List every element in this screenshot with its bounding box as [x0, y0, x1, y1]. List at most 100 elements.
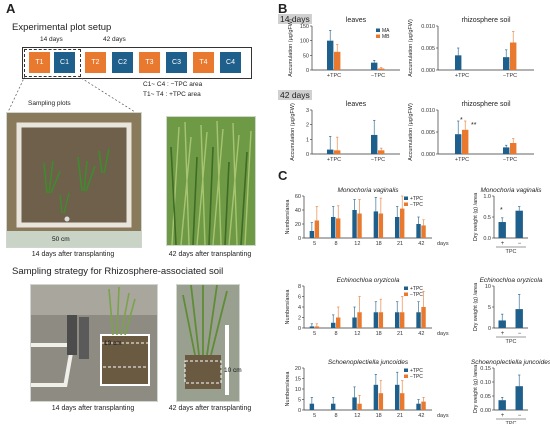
c-dw-1-title: Echinochloa oryzicola	[480, 277, 543, 284]
b-legend-swatch	[376, 28, 380, 32]
c-num-0-bar	[314, 220, 320, 238]
b-leaves-42-ytick-label: 2	[306, 123, 309, 129]
b-rhizo-42-bar	[510, 143, 517, 154]
b-rhizo-42-ylabel: Accumulation (μg/gFW)	[408, 103, 414, 161]
c-dw-1-ytick-label: 10	[485, 284, 491, 290]
c-dw-0-ytick-label: 1.0	[483, 194, 491, 200]
c-num-1-bar	[395, 312, 400, 328]
c-dw-2-bar	[498, 400, 506, 410]
c-num-0-xtick-label: 5	[313, 241, 316, 247]
plot-row-frame	[22, 47, 252, 79]
b-leaves-42-bar	[371, 134, 378, 154]
c-num-0-legend-swatch	[404, 202, 408, 206]
c-num-2-title: Schoenoplectiella juncoides	[328, 359, 409, 366]
b-leaves-14-bar	[334, 51, 341, 70]
c-num-2-bar	[331, 403, 336, 410]
c-num-1-bar	[331, 322, 336, 328]
c-num-0-legend-text: +TPC	[410, 196, 423, 202]
c-dw-2-ytick-label: 0.05	[480, 394, 491, 400]
plot-t2: T2	[84, 51, 107, 74]
legend-control: C1~ C4 : −TPC area	[143, 81, 203, 88]
c-dw-0-ytick-label: 0.5	[483, 215, 491, 221]
plot-t3: T3	[138, 51, 161, 74]
rhizo-photo-14-days	[30, 284, 158, 402]
b-leaves-14-bar	[327, 40, 334, 70]
c-dw-0-tpc-label: TPC	[506, 249, 517, 255]
c-num-0-xtick-label: 42	[418, 241, 424, 247]
c-dw-0-xtick-label: −	[518, 241, 522, 247]
b-leaves-14-title: leaves	[346, 17, 367, 24]
c-num-0-ytick-label: 60	[295, 194, 301, 200]
c-num-2-bar	[416, 403, 421, 410]
c-num-1-bar	[378, 312, 384, 328]
c-dw-1-bar	[515, 309, 523, 328]
plot-c1: C1	[53, 51, 76, 74]
c-dw-2-ytick-label: 0.15	[480, 366, 491, 372]
c-dw-1-ylabel: Dry weight (g) /area	[473, 282, 479, 331]
c-num-1-legend-text: +TPC	[410, 286, 423, 292]
b-rhizo-42-bar	[455, 134, 462, 154]
c-num-1-bar	[336, 317, 341, 328]
c-num-1-xtick-label: 21	[397, 331, 403, 337]
c-num-2-legend-swatch	[404, 374, 408, 378]
period-14-label: 14 days	[40, 36, 63, 43]
row-42-label: 42 days	[278, 90, 312, 100]
b-sig-a: *	[460, 117, 463, 124]
c-dw-2-bar	[515, 386, 523, 410]
panel-a-letter: A	[6, 1, 16, 16]
sampling-plots-label: Sampling plots	[28, 100, 71, 107]
b-leaves-42-xtick-label: −TPC	[371, 157, 385, 163]
c-num-2-xtick-label: 18	[376, 413, 382, 419]
caption-14-days: 14 days after transplanting	[31, 251, 115, 258]
c-num-2-legend-swatch	[404, 368, 408, 372]
b-leaves-42-bar	[327, 149, 334, 154]
c-num-2-ytick-label: 15	[295, 377, 301, 383]
plot-photo-14-days	[6, 112, 142, 248]
setup-title: Experimental plot setup	[12, 22, 112, 33]
b-rhizo-14-ylabel: Accumulation (μg/gFW)	[408, 19, 414, 77]
plot-c2: C2	[111, 51, 134, 74]
b-leaves-42-ylabel: Accumulation (μg/gFW)	[290, 103, 296, 161]
b-rhizo-14-bar	[455, 55, 462, 70]
b-rhizo-42-xtick-label: +TPC	[455, 157, 469, 163]
c-num-0-xtick-label: 12	[354, 241, 360, 247]
c-num-2-ytick-label: 10	[295, 387, 301, 393]
c-num-1-legend-text: −TPC	[410, 292, 423, 298]
panel-c-letter: C	[278, 168, 288, 183]
b-rhizo-14-bar	[510, 42, 517, 70]
c-num-1-ytick-label: 2	[298, 316, 301, 322]
c-num-0-days-unit: days	[437, 241, 449, 247]
c-num-0-bar	[395, 217, 400, 238]
c-num-2-bar	[373, 384, 379, 410]
c-num-2-ytick-label: 0	[298, 408, 301, 414]
c-num-0-bar	[400, 208, 405, 238]
c-num-1-xtick-label: 8	[334, 331, 337, 337]
c-num-1-ytick-label: 6	[298, 295, 301, 301]
b-legend-text: MA	[382, 28, 390, 34]
scale-10cm-a: 10 cm	[104, 340, 122, 347]
c-num-1-xtick-label: 42	[418, 331, 424, 337]
b-rhizo-42-bar	[503, 147, 510, 154]
c-num-1-ytick-label: 0	[298, 326, 301, 332]
c-num-0-title: Monochoria vaginalis	[337, 187, 399, 194]
scale-50cm: 50 cm	[52, 236, 70, 243]
scale-10cm-b: 10 cm	[224, 367, 242, 374]
b-leaves-14-ytick-label: 50	[303, 53, 309, 59]
c-dw-1-tpc-label: TPC	[506, 339, 517, 345]
c-num-0-ytick-label: 20	[295, 222, 301, 228]
c-num-0-xtick-label: 21	[397, 241, 403, 247]
caption-42-days-rhizo: 42 days after transplanting	[168, 405, 252, 412]
c-num-0-bar	[416, 224, 421, 238]
b-sig-b: **	[471, 122, 477, 129]
c-num-2-xtick-label: 42	[418, 413, 424, 419]
b-rhizo-14-title: rhizosphere soil	[461, 17, 510, 24]
c-num-1-xtick-label: 12	[354, 331, 360, 337]
rhizo-photo-42-drawing	[177, 285, 239, 401]
c-num-1-title: Echinochloa oryzicola	[337, 277, 400, 284]
c-num-1-legend-swatch	[404, 292, 408, 296]
c-num-2-ylabel: Numbers/area	[285, 371, 291, 407]
c-num-0-bar	[373, 211, 379, 238]
b-leaves-14-xtick-label: −TPC	[371, 73, 385, 79]
c-num-0-legend-text: −TPC	[410, 202, 423, 208]
